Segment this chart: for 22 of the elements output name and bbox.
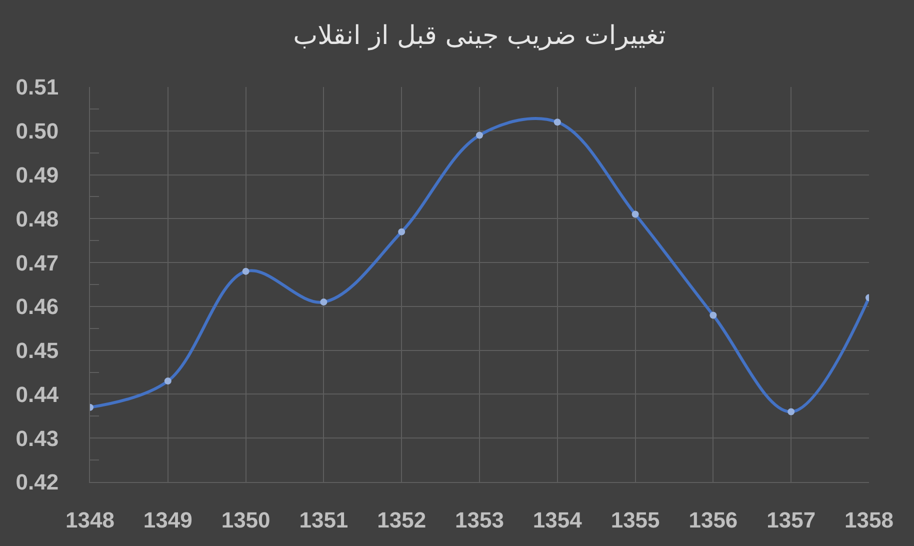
chart-title: تغییرات ضریب جینی قبل از انقلاب [293, 21, 666, 52]
y-tick-label: 0.46 [16, 294, 59, 320]
y-tick-label: 0.42 [16, 470, 59, 495]
x-tick-label: 1358 [844, 507, 894, 532]
x-tick-label: 1348 [66, 507, 114, 532]
y-tick-label: 0.51 [16, 74, 59, 100]
y-tick-label: 0.48 [16, 206, 59, 232]
x-tick-label: 1353 [455, 507, 504, 532]
x-tick-label: 1355 [610, 507, 660, 532]
y-tick-label: 0.43 [16, 426, 59, 451]
x-tick-label: 1349 [143, 507, 192, 532]
x-tick-label: 1357 [766, 507, 816, 532]
y-tick-label: 0.44 [16, 382, 60, 407]
y-tick-label: 0.49 [16, 162, 59, 188]
x-tick-label: 1351 [299, 507, 348, 532]
x-tick-label: 1354 [532, 507, 583, 532]
x-tick-label: 1352 [377, 507, 426, 532]
y-tick-label: 0.50 [16, 118, 59, 144]
y-tick-label: 0.47 [16, 250, 59, 276]
x-tick-label: 1356 [688, 507, 738, 532]
x-tick-label: 1350 [221, 507, 270, 532]
y-tick-label: 0.45 [16, 338, 59, 364]
